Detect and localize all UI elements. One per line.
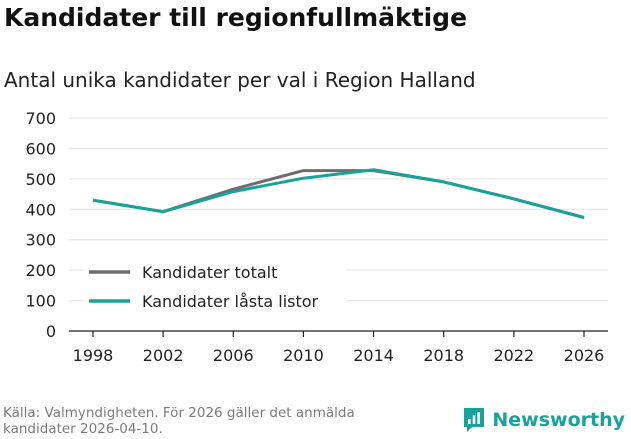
brand-logo: Newsworthy: [462, 407, 625, 433]
x-tick-label: 2006: [213, 346, 254, 365]
y-tick-label: 100: [25, 292, 56, 311]
y-tick-label: 400: [25, 200, 56, 219]
series-line-2: [92, 168, 585, 219]
y-tick-label: 700: [25, 109, 56, 128]
legend-label: Kandidater låsta listor: [142, 292, 319, 311]
bar-chart-icon: [464, 408, 485, 432]
legend-background: [84, 259, 346, 317]
brand-name: Newsworthy: [492, 409, 625, 431]
y-tick-label: 600: [25, 139, 56, 158]
line-chart: 0 100 200 300 400 500 600 700 1998 2002 2006 2010 20…: [25, 109, 608, 365]
x-tick-label: 2014: [353, 346, 394, 365]
y-tick-label: 0: [46, 322, 56, 341]
source-note: Källa: Valmyndigheten. För 2026 gäller d…: [3, 405, 355, 437]
chart-subtitle: Antal unika kandidater per val i Region …: [4, 68, 476, 92]
x-tick-label: 2002: [143, 346, 184, 365]
chart-title: Kandidater till regionfullmäktige: [4, 3, 468, 32]
x-tick-label: 2022: [493, 346, 534, 365]
y-tick-label: 500: [25, 170, 56, 189]
y-tick-label: 200: [25, 261, 56, 280]
x-tick-label: 2026: [564, 346, 605, 365]
x-tick-label: 1998: [73, 346, 114, 365]
x-tick-label: 2018: [423, 346, 464, 365]
x-tick-label: 2010: [283, 346, 324, 365]
y-tick-label: 300: [25, 231, 56, 250]
legend-label: Kandidater totalt: [142, 263, 277, 282]
